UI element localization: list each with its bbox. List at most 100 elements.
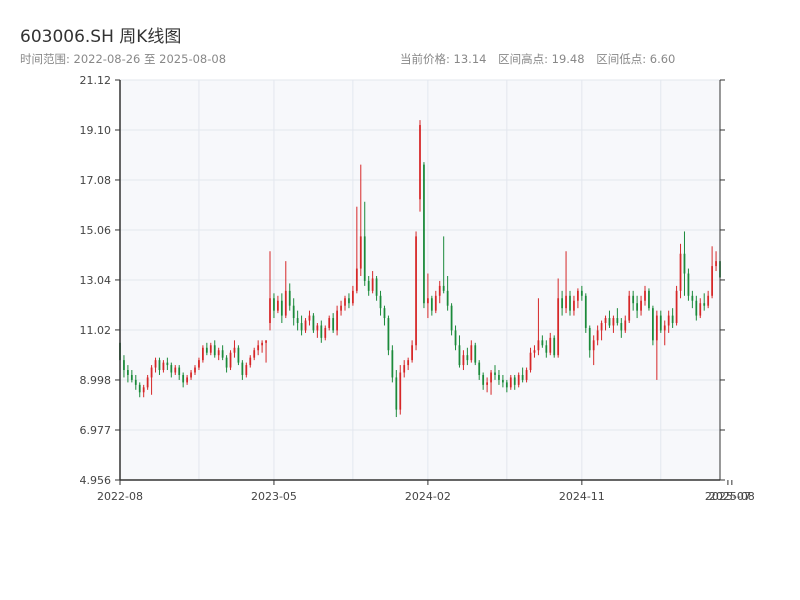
candle-body xyxy=(478,362,481,375)
candle-body xyxy=(592,340,595,351)
candle-body xyxy=(150,367,153,378)
candle-body xyxy=(525,370,528,380)
candle-body xyxy=(663,325,666,331)
y-tick-label: 6.977 xyxy=(80,424,112,437)
candle-body xyxy=(628,295,631,321)
candle-body xyxy=(699,303,702,316)
candle-body xyxy=(379,295,382,309)
candle-body xyxy=(667,315,670,326)
candle-body xyxy=(553,337,556,356)
candle-body xyxy=(580,290,583,296)
candle-body xyxy=(217,350,220,356)
candle-body xyxy=(462,355,465,366)
period-high: 区间高点: 19.48 xyxy=(498,52,585,66)
period-low: 区间低点: 6.60 xyxy=(596,52,676,66)
candle-body xyxy=(513,377,516,385)
candle-body xyxy=(703,303,706,306)
candle-body xyxy=(466,355,469,361)
y-tick-label: 15.06 xyxy=(80,224,112,237)
candle-body xyxy=(288,290,291,306)
y-tick-label: 19.10 xyxy=(80,124,112,137)
candle-body xyxy=(482,374,485,385)
candle-body xyxy=(138,384,141,393)
candle-body xyxy=(134,379,137,385)
candle-body xyxy=(683,253,686,274)
current-price: 当前价格: 13.14 xyxy=(400,52,487,66)
candle-body xyxy=(458,345,461,366)
candle-body xyxy=(442,285,445,291)
candle-body xyxy=(205,347,208,353)
candles xyxy=(119,120,721,418)
candle-body xyxy=(213,345,216,356)
candle-body xyxy=(190,372,192,378)
candle-body xyxy=(707,295,710,306)
candle-body xyxy=(675,290,678,324)
candle-body xyxy=(411,345,413,361)
x-tick-label: 2024-02 xyxy=(405,490,451,503)
candle-body xyxy=(269,298,271,324)
candle-body xyxy=(142,387,145,393)
candle-body xyxy=(312,315,315,331)
candle-body xyxy=(241,362,244,375)
candle-body xyxy=(596,330,599,341)
grid-lines xyxy=(119,79,720,481)
candle-body xyxy=(371,278,374,291)
candle-body xyxy=(399,372,402,410)
candle-body xyxy=(127,370,129,375)
candle-body xyxy=(454,330,457,346)
candle-body xyxy=(229,352,232,368)
candle-body xyxy=(130,374,133,380)
candle-body xyxy=(363,236,366,281)
candle-body xyxy=(146,377,149,388)
candle-body xyxy=(403,365,406,373)
candle-body xyxy=(355,268,358,291)
candle-body xyxy=(178,367,181,375)
candle-body xyxy=(569,295,571,311)
candle-body xyxy=(237,347,240,363)
candle-body xyxy=(533,350,536,353)
y-tick-label: 11.02 xyxy=(80,324,112,337)
candle-body xyxy=(170,365,173,373)
candle-body xyxy=(174,367,177,373)
candle-body xyxy=(340,305,342,311)
candle-body xyxy=(202,347,204,361)
candle-body xyxy=(423,164,425,304)
candle-body xyxy=(474,345,477,363)
candle-body xyxy=(221,350,224,358)
candle-body xyxy=(565,295,567,309)
candle-body xyxy=(549,337,552,353)
candle-body xyxy=(470,345,473,361)
candle-body xyxy=(711,266,713,296)
candle-body xyxy=(198,360,200,368)
candle-body xyxy=(517,374,520,385)
candle-body xyxy=(166,362,169,366)
candle-body xyxy=(588,327,591,351)
candle-body xyxy=(367,280,370,291)
candle-body xyxy=(296,318,299,324)
y-tick-label: 21.12 xyxy=(80,74,112,87)
x-tick-label: 2025-07 xyxy=(705,490,751,503)
price-stats: 当前价格: 13.14 区间高点: 19.48 区间低点: 6.60 xyxy=(400,51,683,67)
candle-body xyxy=(359,236,362,269)
candle-body xyxy=(308,315,311,321)
candle-body xyxy=(632,295,635,304)
candle-body xyxy=(391,350,394,378)
chart-title: 603006.SH 周K线图 xyxy=(20,27,182,47)
x-tick-label: 2022-08 xyxy=(97,490,143,503)
candle-body xyxy=(261,342,263,346)
candle-body xyxy=(280,300,283,316)
candle-body xyxy=(273,298,275,311)
candle-body xyxy=(624,320,627,331)
candle-body xyxy=(348,298,350,304)
candle-body xyxy=(336,310,338,331)
candle-body xyxy=(209,345,212,353)
candle-body xyxy=(375,278,378,296)
candle-body xyxy=(505,382,508,388)
y-tick-label: 8.998 xyxy=(80,374,112,387)
candle-body xyxy=(154,360,157,368)
candle-body xyxy=(561,298,563,309)
x-tick-label: 2023-05 xyxy=(251,490,297,503)
candle-body xyxy=(541,340,544,346)
candle-body xyxy=(277,300,279,311)
